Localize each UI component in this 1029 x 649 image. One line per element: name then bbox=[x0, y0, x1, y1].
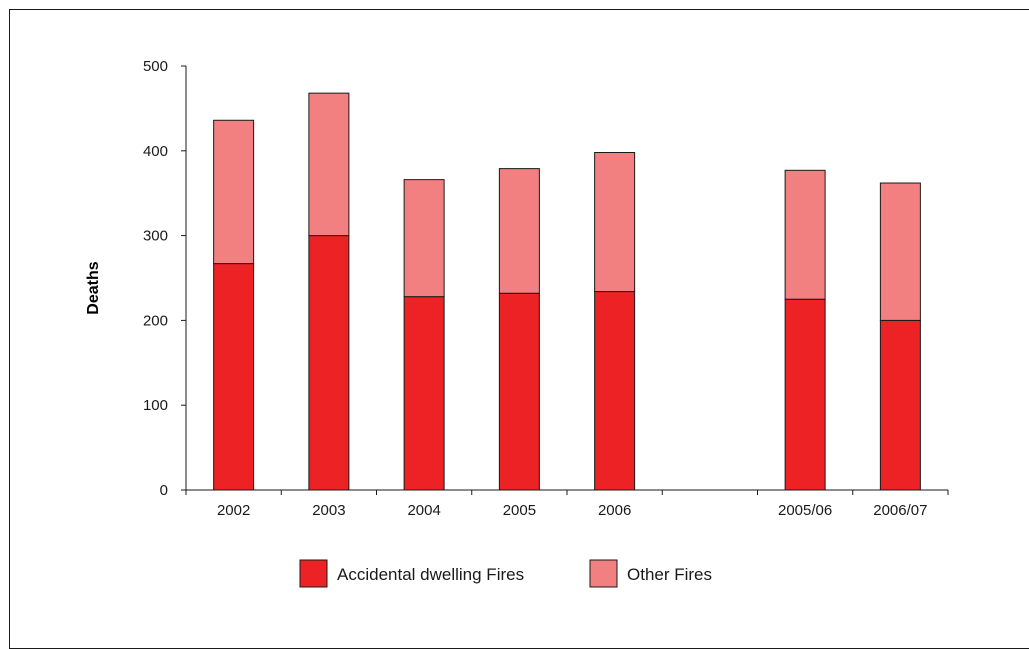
bar-2003-series-1 bbox=[308, 92, 350, 237]
x-ticks: 2002 2003 2004 2005 2006 2005/06 2006/07 bbox=[185, 490, 949, 519]
legend-label-1: Other Fires bbox=[627, 565, 712, 584]
x-tick-label: 2005 bbox=[503, 502, 536, 519]
bar-2005-series-1 bbox=[498, 168, 540, 294]
x-tick-label: 2006/07 bbox=[873, 502, 927, 519]
x-tick-label: 2005/06 bbox=[778, 502, 832, 519]
x-tick-label: 2006 bbox=[598, 502, 631, 519]
y-tick-label: 200 bbox=[143, 312, 168, 329]
bar-2005-series-0 bbox=[498, 292, 540, 491]
bar-2005-06-series-0 bbox=[784, 298, 826, 491]
bar-2006-series-1 bbox=[594, 151, 636, 293]
x-tick-label: 2003 bbox=[312, 502, 345, 519]
bar-2006-07-series-1 bbox=[879, 182, 921, 321]
bar-2002-series-1 bbox=[213, 119, 255, 265]
y-ticks: 0 100 200 300 400 500 bbox=[143, 58, 186, 499]
legend-label-0: Accidental dwelling Fires bbox=[337, 565, 524, 584]
bar-2003-series-0 bbox=[308, 235, 350, 491]
bars-layer bbox=[213, 92, 921, 491]
bar-2002-series-0 bbox=[213, 263, 255, 491]
y-tick-label: 0 bbox=[160, 482, 168, 499]
legend-swatch-0 bbox=[299, 559, 328, 588]
x-tick-label: 2004 bbox=[407, 502, 440, 519]
bar-2005-06-series-1 bbox=[784, 169, 826, 300]
y-tick-label: 500 bbox=[143, 58, 168, 75]
legend: Accidental dwelling Fires Other Fires bbox=[299, 559, 712, 588]
y-tick-label: 100 bbox=[143, 397, 168, 414]
y-tick-label: 300 bbox=[143, 228, 168, 245]
bar-2006-series-0 bbox=[594, 291, 636, 491]
y-axis-title: Deaths bbox=[85, 261, 102, 314]
axes-layer bbox=[185, 66, 948, 491]
bar-2004-series-1 bbox=[403, 179, 445, 298]
bar-2004-series-0 bbox=[403, 296, 445, 491]
legend-swatch-1 bbox=[589, 559, 618, 588]
bar-2006-07-series-0 bbox=[879, 319, 921, 491]
x-tick-label: 2002 bbox=[217, 502, 250, 519]
y-tick-label: 400 bbox=[143, 143, 168, 160]
